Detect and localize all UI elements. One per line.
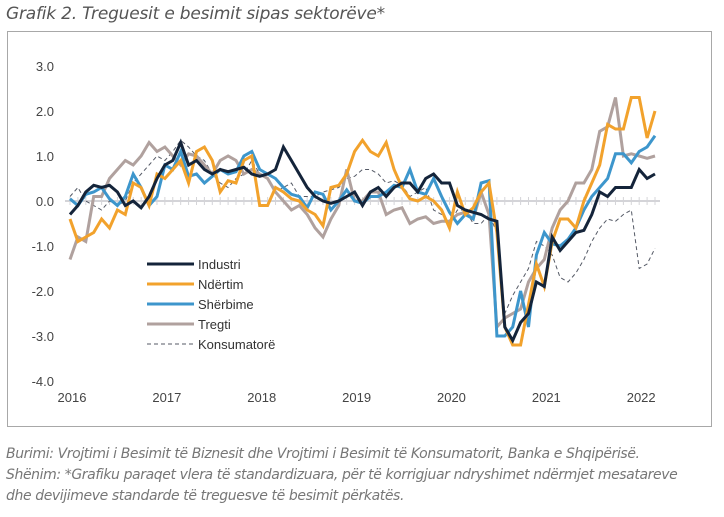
series-line-shrbime [69,134,657,338]
legend: Industri Ndërtim Shërbime Tregti Konsumatorë [147,257,275,352]
footnote-line-1: Shënim: *Grafiku paraqet vlera të standa… [6,467,678,483]
x-tick-label: 2022 [627,390,656,405]
x-axis: 2016 2017 2018 2019 2020 2021 2022 [58,390,656,405]
chart-frame [7,31,712,427]
x-tick-label: 2017 [152,390,181,405]
y-tick-label: -3.0 [32,329,54,344]
y-tick-label: -1.0 [32,239,54,254]
legend-label: Ndërtim [198,277,244,292]
y-tick-label: 2.0 [36,104,54,119]
series-line-ndrtim [68,96,657,347]
series-line-tregti [68,97,656,331]
series-group [68,96,657,347]
y-axis: 3.0 2.0 1.0 0.0 -1.0 -2.0 -3.0 -4.0 [32,59,54,389]
x-tick-label: 2020 [437,390,466,405]
source-note: Burimi: Vrojtimi i Besimit të Biznesit d… [6,446,640,462]
x-tick-label: 2019 [342,390,371,405]
y-tick-label: -2.0 [32,284,54,299]
legend-label: Shërbime [198,297,254,312]
series-line-industri [68,138,656,344]
footnote-line-2: dhe devijimeve standarde të treguesve të… [6,488,405,504]
x-tick-label: 2018 [247,390,276,405]
y-tick-label: 1.0 [36,149,54,164]
x-tick-label: 2016 [58,390,87,405]
x-tick-label: 2021 [532,390,561,405]
line-chart: 3.02.01.00.0-1.0-2.0-3.0-4.0 2016 2017 201… [32,59,660,405]
legend-label: Tregti [198,317,231,332]
figure-title: Grafik 2. Treguesit e besimit sipas sekt… [6,4,385,24]
legend-label: Konsumatorë [198,337,275,352]
series-line-konsumator [69,139,656,316]
legend-label: Industri [198,257,241,272]
y-tick-label: -4.0 [32,374,54,389]
figure-notes: Burimi: Vrojtimi i Besimit të Biznesit d… [6,444,678,507]
y-tick-label: 0.0 [36,194,54,209]
y-tick-label: 3.0 [36,59,54,74]
